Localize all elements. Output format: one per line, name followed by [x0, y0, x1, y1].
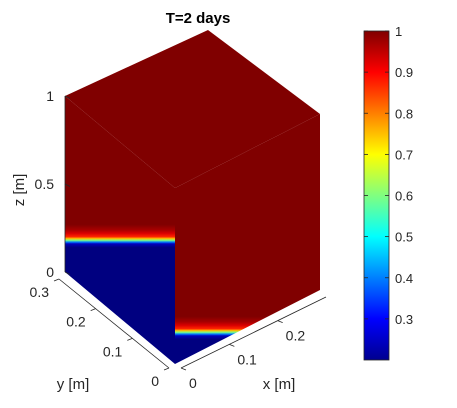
chart-title: T=2 days	[166, 10, 231, 27]
x-axis: 0 0.1 0.2 x [m]	[180, 296, 327, 393]
x-tick-mark	[180, 367, 187, 371]
y-axis: 0 0.1 0.2 0.3 y [m]	[30, 278, 170, 393]
colorbar: 0.3 0.4 0.5 0.6 0.7 0.8 0.9 1	[363, 24, 413, 361]
z-tick-label: 1	[46, 88, 54, 104]
y-tick-mark	[90, 308, 96, 312]
colorbar-tick-label: 0.6	[395, 189, 413, 204]
x-tick-label: 0.2	[286, 328, 306, 344]
y-tick-group: 0 0.1 0.2 0.3	[30, 278, 170, 389]
x-axis-line	[180, 296, 327, 369]
front-right-face	[175, 114, 320, 364]
x-axis-label: x [m]	[263, 376, 296, 393]
y-tick-label: 0.2	[66, 314, 86, 330]
z-tick-mark	[64, 271, 71, 275]
y-tick-label: 0.3	[30, 284, 50, 300]
z-tick-label: 0	[46, 264, 54, 280]
colorbar-tick-label: 0.9	[395, 65, 413, 80]
x-tick-mark	[277, 320, 283, 324]
colorbar-tick-label: 0.4	[395, 271, 413, 286]
z-tick-mark	[64, 95, 71, 99]
y-axis-line	[58, 278, 170, 369]
surface-block	[65, 30, 320, 364]
y-tick-mark	[163, 367, 170, 371]
colorbar-tick-label: 0.7	[395, 147, 413, 162]
x-tick-label: 0	[189, 375, 197, 391]
colorbar-tick-label: 0.8	[395, 106, 413, 121]
front-left-face	[65, 96, 175, 364]
colorbar-tick-label: 1	[395, 24, 402, 39]
z-tick-mark	[64, 183, 71, 187]
z-tick-group: 00.51	[35, 88, 71, 280]
z-axis-label: z [m]	[11, 174, 28, 207]
x-tick-mark	[229, 343, 235, 347]
z-tick-label: 0.5	[35, 176, 55, 192]
colorbar-tick-group: 0.3 0.4 0.5 0.6 0.7 0.8 0.9 1	[364, 24, 413, 327]
top-face	[65, 30, 320, 188]
y-tick-mark	[53, 278, 60, 282]
y-tick-label: 0.1	[103, 343, 123, 359]
colorbar-tick-label: 0.3	[395, 312, 413, 327]
y-tick-mark	[127, 337, 133, 341]
x-tick-group: 0 0.1 0.2	[180, 320, 306, 391]
x-tick-label: 0.1	[237, 351, 257, 367]
y-axis-label: y [m]	[57, 376, 90, 393]
y-tick-label: 0	[151, 373, 159, 389]
z-axis: 00.51 z [m]	[11, 88, 71, 280]
colorbar-tick-label: 0.5	[395, 230, 413, 245]
